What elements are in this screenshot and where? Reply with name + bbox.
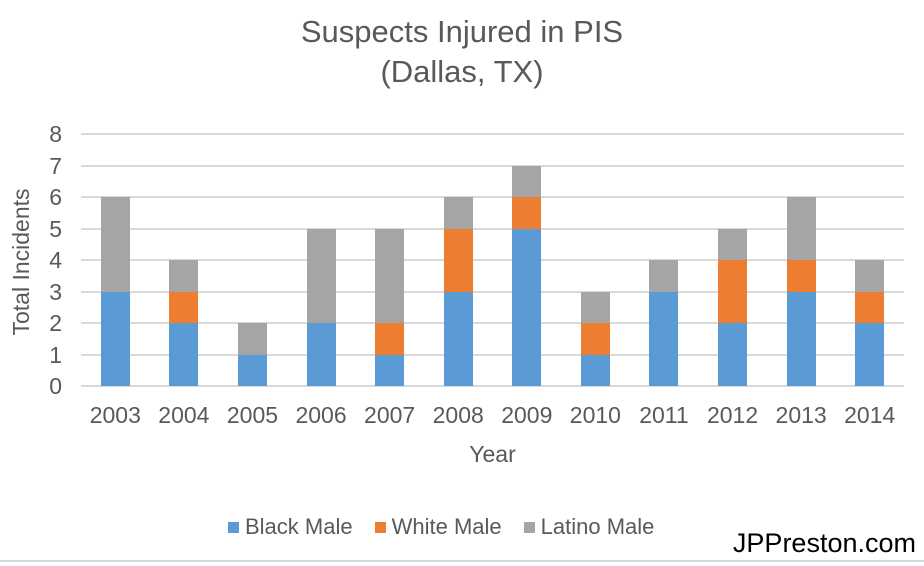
x-tick-label: 2014 [844,402,896,428]
bar-segment [443,197,473,229]
gridline [81,164,904,167]
bar-segment [718,260,748,323]
x-tick-label: 2010 [569,402,621,428]
x-tick-label: 2004 [158,402,210,428]
bar-segment [237,354,267,386]
gridline [81,196,904,198]
x-axis-title: Year [469,441,516,467]
bar-segment [649,291,679,386]
bar-segment [580,354,610,386]
x-tick-label: 2003 [89,402,141,428]
bar-segment [718,228,748,260]
bar-segment [306,323,336,386]
x-tick-label: 2008 [432,402,484,428]
chart-title-line-1: Suspects Injured in PIS [300,14,624,49]
x-tick-label: 2012 [706,402,759,428]
bar-segment [649,260,679,292]
bar-segment [512,165,542,197]
gridline [81,259,904,261]
legend-item-white-male: White Male [374,514,502,539]
x-tick-label: 2006 [295,402,347,428]
y-tick-label: 5 [49,215,62,242]
bar-segment [306,228,336,323]
bar-segment [855,291,885,323]
bar-segment [100,291,130,386]
bar-segment [512,197,542,229]
gridline [81,133,904,135]
bottom-divider [0,560,924,562]
bar-segment [169,260,199,292]
bar-segment [512,228,542,386]
chart-title: Suspects Injured in PIS (Dallas, TX) [0,12,924,92]
x-tick-label: 2011 [639,402,689,428]
legend-swatch-icon [228,521,239,533]
bar-segment [443,291,473,386]
bar-segment [443,228,473,292]
y-tick-label: 4 [49,247,62,273]
legend-swatch-icon [523,521,535,533]
plot-area [81,133,904,387]
legend-label: Latino Male [540,514,655,539]
bar-segment [786,260,816,292]
gridline [81,227,904,230]
bar-segment [580,291,610,323]
bar-segment [786,291,816,386]
y-tick-label: 0 [49,373,62,399]
y-tick-label: 3 [49,278,62,305]
y-tick-label: 6 [49,184,62,210]
gridline [81,290,904,293]
legend-label: White Male [391,514,502,539]
bar-segment [786,197,816,260]
legend-label: Black Male [245,514,353,539]
watermark: JPPreston.com [732,528,916,558]
bar-segment [375,354,405,386]
bar-segment [375,323,405,355]
x-tick-label: 2007 [364,402,416,428]
y-tick-label: 8 [49,121,62,147]
legend-item-black-male: Black Male [228,515,353,539]
y-tick-label: 1 [49,341,62,368]
bar-segment [100,197,130,292]
y-tick-label: 2 [49,310,62,336]
chart-title-line-2: (Dallas, TX) [380,54,544,89]
bar-segment [169,323,199,386]
bar-segment [718,323,748,386]
x-tick-label: 2005 [226,402,279,428]
bar-segment [855,260,885,292]
legend-swatch-icon [374,521,386,533]
y-tick-label: 7 [49,152,62,179]
x-tick-label: 2009 [501,402,553,428]
legend-item-latino-male: Latino Male [523,514,655,539]
gridline [81,322,904,324]
gridline [81,385,904,387]
gridline [81,353,904,356]
x-tick-label: 2013 [775,402,827,428]
bar-segment [375,228,405,323]
bar-segment [855,323,885,386]
bar-segment [580,323,610,355]
bar-segment [169,291,199,323]
bar-segment [237,323,267,355]
legend: Black Male White Male Latino Male [228,515,654,539]
